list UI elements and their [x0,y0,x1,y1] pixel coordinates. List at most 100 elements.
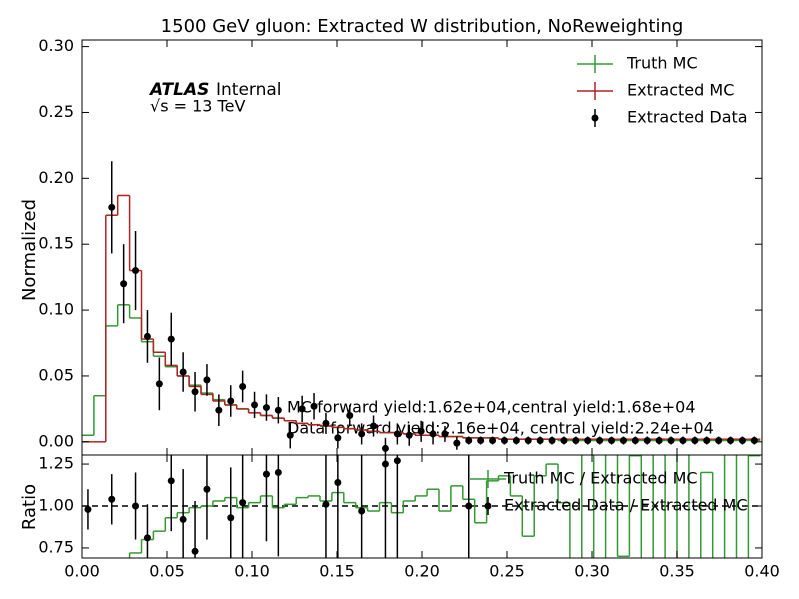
data-point [619,437,627,445]
ratio-frame [81,454,763,559]
x-tick-label: 0.00 [64,562,100,581]
data-point [227,397,235,405]
data-point [608,437,616,445]
data-point [167,335,175,343]
data-point [262,470,270,478]
data-point [108,203,116,211]
data-point [143,332,151,340]
data-point [298,405,306,413]
data-point [429,430,437,438]
y-axis-label: Ratio [19,484,40,530]
data-point [179,515,187,523]
data-point [322,419,330,427]
legend-label: Truth MC [626,54,698,73]
data-point [738,437,746,445]
data-point [643,437,651,445]
data-point [286,431,294,439]
plot-area [82,161,761,455]
legend-label: Extracted Data / Extracted MC [504,496,748,515]
data-point [239,499,247,507]
data-point [334,479,342,487]
data-point [667,437,675,445]
data-point [489,437,497,445]
data-point [691,437,699,445]
data-point [536,437,544,445]
data-point [655,437,663,445]
data-point [334,434,342,442]
data-point [393,457,401,465]
data-point [572,437,580,445]
data-point [84,505,92,513]
data-point [524,437,532,445]
data-point [227,514,235,522]
data-point [120,280,128,288]
data-point [274,406,282,414]
data-point [453,439,461,447]
data-point [143,534,151,542]
data-point [108,495,116,503]
experiment-label: ATLAS [148,80,209,100]
legend-label: Truth MC / Extracted MC [503,469,698,488]
data-point [417,427,425,435]
data-point [203,485,211,493]
data-point [703,437,711,445]
data-point [500,437,508,445]
legend-swatch [591,114,599,122]
data-point [370,422,378,430]
data-point [679,437,687,445]
data-point [381,444,389,452]
data-point [251,401,259,409]
data-point [512,437,520,445]
y-tick-label: 0.20 [38,168,74,187]
data-point [358,507,366,515]
data-point [274,468,282,476]
y-tick-label: 0.05 [38,365,74,384]
data-point [358,430,366,438]
data-point [203,376,211,384]
data-point [584,437,592,445]
y-tick-label: 1.00 [38,495,74,514]
data-point [191,388,199,396]
y-axis-label: Normalized [19,199,40,301]
x-tick-label: 0.35 [659,562,695,581]
data-point [631,437,639,445]
data-point [132,502,140,510]
x-tick-label: 0.25 [489,562,525,581]
data-point [381,460,389,468]
data-point [155,380,163,388]
legend-label: Extracted Data [627,108,748,127]
mc-yield-note: MC forward yield:1.62e+04,central yield:… [287,398,696,417]
y-tick-label: 0.25 [38,102,74,121]
data-point [167,477,175,485]
y-tick-label: 0.75 [38,537,74,556]
data-point [239,382,247,390]
data-point [750,437,758,445]
data-point [346,411,354,419]
y-tick-label: 0.15 [38,234,74,253]
legend-label: Extracted MC [627,81,734,100]
x-tick-label: 0.40 [744,562,780,581]
data-point [310,402,318,410]
data-point [322,500,330,508]
chart-title: 1500 GeV gluon: Extracted W distribution… [161,16,684,37]
x-tick-label: 0.10 [234,562,270,581]
data-point [596,437,604,445]
x-tick-label: 0.05 [149,562,185,581]
y-tick-label: 1.25 [38,454,74,473]
data-point [179,368,187,376]
legend-swatch [484,502,492,510]
data-point [215,406,223,414]
data-point [727,437,735,445]
status-label: Internal [216,80,282,100]
data-point [191,547,199,555]
data-point [477,437,485,445]
data-point [548,437,556,445]
energy-label: √s = 13 TeV [150,97,245,116]
y-tick-label: 0.00 [38,431,74,450]
y-tick-label: 0.30 [38,36,74,55]
x-tick-label: 0.15 [319,562,355,581]
y-tick-label: 0.10 [38,300,74,319]
x-tick-label: 0.20 [404,562,440,581]
data-point [465,502,473,510]
